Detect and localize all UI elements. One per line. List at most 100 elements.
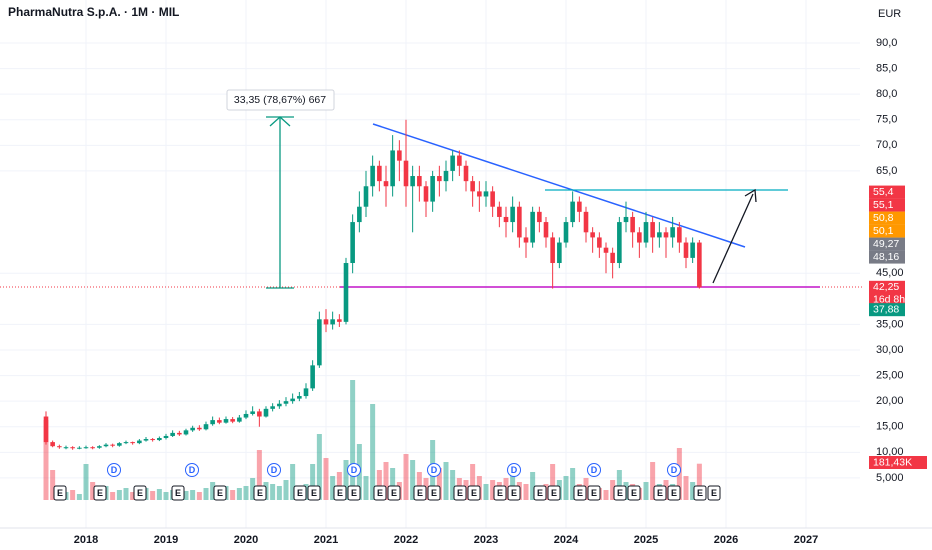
volume-bar	[250, 478, 256, 500]
volume-bar	[316, 434, 322, 500]
y-tick-label: 35,00	[876, 318, 904, 330]
volume-bar	[43, 420, 49, 500]
measure-tool[interactable]: 33,35 (78,67%) 667	[226, 89, 335, 289]
price-label: 49,27	[873, 238, 899, 250]
volume-bar	[243, 486, 249, 500]
earnings-marker	[347, 485, 361, 501]
candle-body	[103, 444, 109, 447]
volume-bar	[270, 484, 276, 500]
earnings-marker	[53, 485, 67, 501]
candle-body	[697, 242, 702, 288]
volume-bar	[390, 468, 396, 500]
volume-bar	[483, 484, 489, 500]
candle-body	[657, 232, 662, 238]
candle-body	[157, 438, 162, 441]
volume-bar	[563, 476, 569, 500]
candle-body	[190, 427, 195, 431]
dividend-marker	[507, 463, 521, 477]
earnings-marker	[587, 485, 601, 501]
candle-body	[643, 222, 649, 243]
dividend-label: D	[671, 465, 678, 475]
y-tick-label: 5,000	[876, 472, 904, 484]
candle-body	[290, 398, 295, 402]
projection-arrow[interactable]	[712, 188, 757, 284]
candle-body	[690, 242, 695, 258]
y-tick-label: 15,00	[876, 421, 904, 433]
x-tick-label: 2024	[554, 534, 579, 546]
x-tick-label: 2020	[234, 534, 258, 546]
y-tick-label: 70,0	[876, 139, 897, 151]
earnings-label: E	[457, 488, 463, 498]
measure-box	[226, 89, 335, 111]
volume-bar	[436, 468, 442, 500]
candle-body	[397, 150, 402, 161]
earnings-marker	[413, 485, 427, 501]
earnings-marker	[573, 485, 587, 501]
earnings-label: E	[377, 488, 383, 498]
dividend-marker	[427, 463, 441, 477]
candle-body	[590, 232, 595, 238]
earnings-label: E	[137, 488, 143, 498]
arrow-head	[744, 188, 757, 203]
candle-body	[450, 155, 455, 171]
volume-bar	[230, 490, 236, 500]
volume-bar	[343, 460, 349, 500]
candle-body	[483, 191, 489, 197]
candle-body	[497, 206, 502, 217]
candle-body	[283, 401, 289, 404]
earnings-marker	[533, 485, 547, 501]
candle-body	[383, 181, 389, 187]
earnings-label: E	[217, 488, 223, 498]
earnings-label: E	[591, 488, 597, 498]
volume-bar	[76, 494, 82, 500]
dividend-label: D	[271, 465, 278, 475]
candle-body	[357, 206, 362, 223]
dividend-marker	[587, 463, 601, 477]
candle-body	[570, 201, 575, 223]
earnings-label: E	[711, 488, 717, 498]
candle-body	[297, 396, 302, 399]
candle-body	[97, 446, 102, 448]
earnings-label: E	[537, 488, 543, 498]
price-label: 55,1	[873, 199, 894, 211]
y-tick-label: 25,00	[876, 369, 904, 381]
candle-body	[277, 403, 282, 407]
volume-bar	[510, 468, 516, 500]
earnings-label: E	[351, 488, 357, 498]
volume-bar	[450, 470, 456, 500]
earnings-marker	[373, 485, 387, 501]
resistance-trendline[interactable]	[372, 123, 746, 248]
candle-body	[557, 242, 562, 264]
candle-body	[523, 237, 529, 243]
earnings-marker	[171, 485, 185, 501]
dividend-marker	[185, 463, 199, 477]
candle-body	[250, 411, 255, 414]
candle-body	[417, 176, 422, 187]
price-label: 55,4	[873, 186, 894, 198]
measure-label: 33,35 (78,67%) 667	[234, 94, 326, 106]
candle-body	[123, 442, 129, 444]
y-tick-label: 75,0	[876, 114, 897, 126]
candle-body	[350, 222, 355, 264]
candle-body	[137, 440, 142, 444]
candle-body	[457, 155, 462, 166]
candle-body	[437, 176, 442, 182]
earnings-label: E	[671, 488, 677, 498]
earnings-marker	[613, 485, 627, 501]
volume-bar	[490, 480, 496, 500]
candle-body	[377, 165, 382, 182]
axes: 90,0 85,0 80,0 75,0 70,0 65,0 45,00 35,00 30,00 2…	[74, 37, 904, 546]
volume-bar	[683, 476, 689, 500]
volume-bar	[276, 486, 282, 500]
candle-body	[170, 432, 175, 436]
volume-bar	[443, 462, 449, 500]
y-tick-label: 45,00	[876, 267, 904, 279]
candle-body	[563, 222, 569, 243]
dividend-label: D	[591, 465, 598, 475]
volume-bar	[363, 476, 369, 500]
earnings-label: E	[431, 488, 437, 498]
earnings-marker	[93, 485, 107, 501]
candle-body	[550, 237, 555, 264]
volume-label: 181,43K	[873, 456, 912, 468]
volume-bar	[110, 492, 116, 500]
